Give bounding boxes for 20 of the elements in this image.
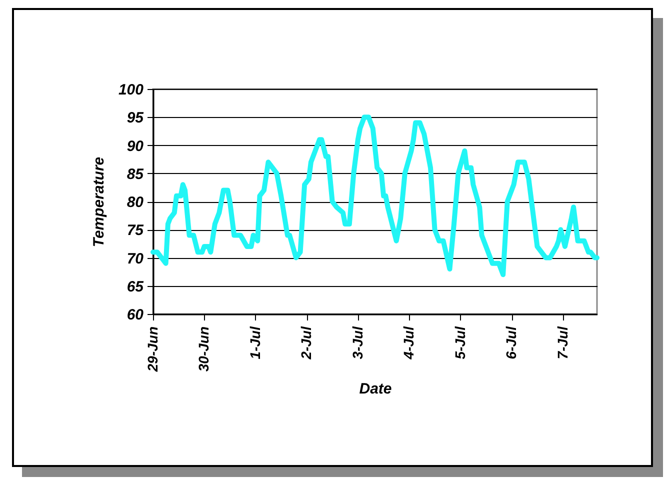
x-tick-label: 6-Jul — [503, 325, 520, 360]
x-tick-label: 3-Jul — [349, 325, 366, 360]
x-tick-label: 7-Jul — [554, 325, 570, 360]
y-tick-label: 75 — [126, 222, 144, 240]
y-tick-label: 85 — [126, 166, 144, 183]
x-tick-label: 29-Jun — [144, 326, 160, 373]
y-tick-label: 80 — [126, 194, 144, 211]
y-tick-label: 90 — [126, 138, 144, 155]
y-tick-label: 100 — [118, 82, 144, 98]
y-tick-label: 60 — [126, 306, 144, 324]
x-tick-label: 5-Jul — [452, 325, 468, 360]
y-tick-label: 65 — [126, 278, 144, 296]
x-axis-title: Date — [359, 380, 392, 398]
x-tick-label: 30-Jun — [196, 326, 212, 372]
y-axis-title: Temperature — [90, 156, 108, 248]
y-tick-label: 95 — [126, 110, 144, 127]
x-tick-label: 4-Jul — [400, 325, 417, 360]
x-tick-label: 1-Jul — [246, 325, 263, 360]
x-tick-label: 2-Jul — [298, 325, 314, 360]
y-tick-label: 70 — [126, 250, 144, 268]
